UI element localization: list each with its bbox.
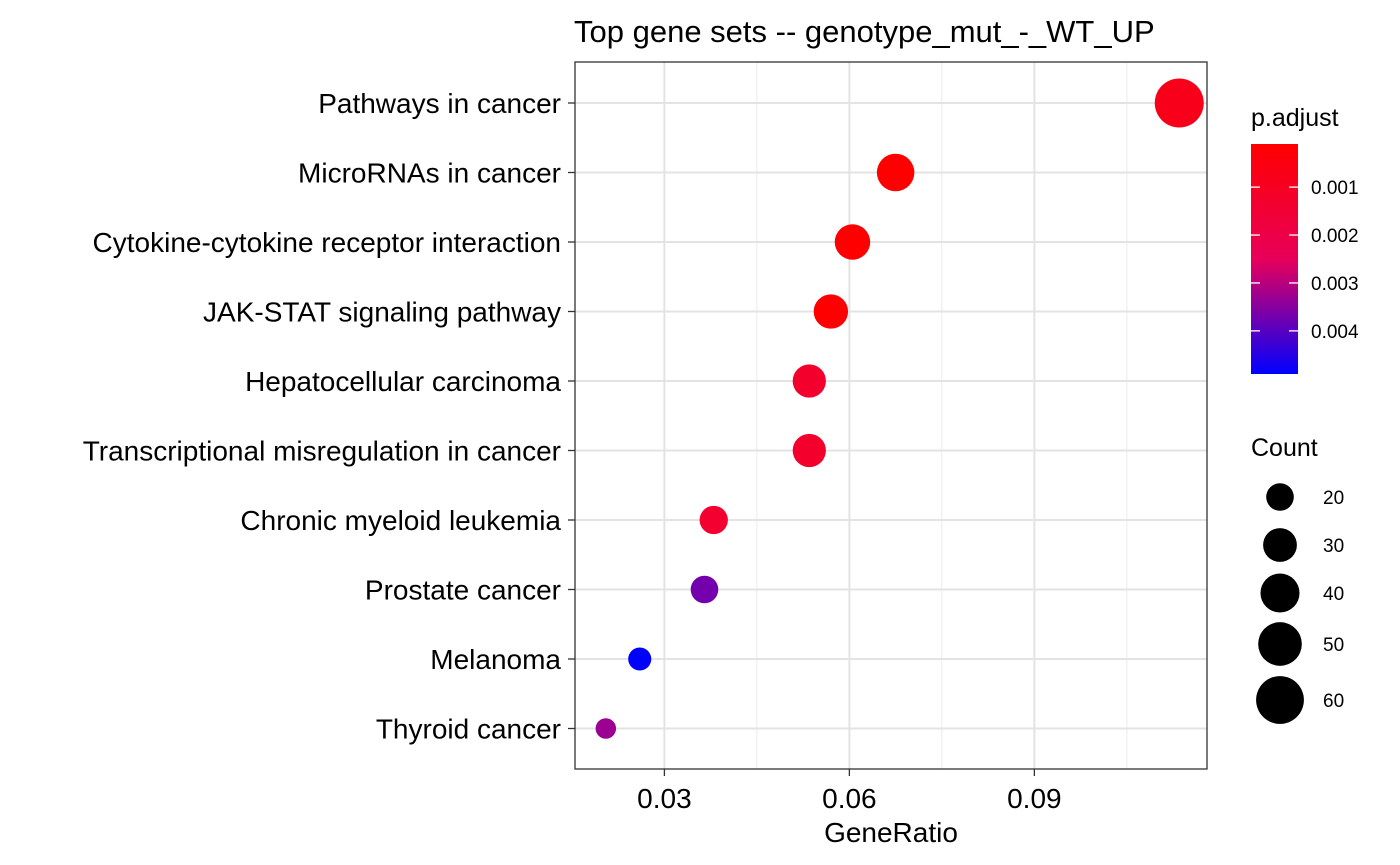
size-legend-label: 50 (1323, 635, 1344, 656)
size-legend-label: 30 (1323, 536, 1344, 557)
x-axis-title: GeneRatio (824, 817, 958, 848)
category-label: Prostate cancer (365, 575, 561, 606)
category-label: Transcriptional misregulation in cancer (83, 436, 561, 467)
x-tick-label: 0.06 (822, 783, 877, 814)
size-legend-items: 20 30 40 50 60 (1256, 483, 1344, 724)
category-label: Cytokine-cytokine receptor interaction (93, 227, 561, 258)
data-point (628, 647, 652, 671)
size-legend-key (1256, 676, 1304, 724)
category-label: JAK-STAT signaling pathway (203, 297, 561, 328)
size-legend-key (1258, 622, 1302, 666)
size-legend: Count 20 30 40 50 60 (1251, 434, 1344, 724)
size-legend-key (1266, 483, 1294, 511)
category-label: Melanoma (430, 644, 561, 675)
size-legend-label: 20 (1323, 488, 1344, 509)
x-axis: 0.03 0.06 0.09 (637, 769, 1062, 814)
colorbar-tick-label: 0.001 (1311, 178, 1359, 199)
size-legend-title: Count (1251, 434, 1318, 462)
data-point (813, 294, 849, 329)
category-label: Pathways in cancer (318, 88, 561, 119)
size-legend-label: 40 (1323, 584, 1344, 605)
x-tick-label: 0.09 (1007, 783, 1062, 814)
color-legend-title: p.adjust (1251, 104, 1339, 132)
x-tick-label: 0.03 (637, 783, 692, 814)
category-label: MicroRNAs in cancer (298, 158, 561, 189)
color-legend-bar (1251, 144, 1298, 374)
colorbar-tick-label: 0.002 (1311, 226, 1359, 247)
data-point (595, 718, 617, 739)
data-point (1154, 78, 1204, 128)
grid-lines (575, 62, 1207, 769)
category-label: Chronic myeloid leukemia (240, 505, 561, 536)
data-point (876, 153, 915, 192)
category-label: Thyroid cancer (376, 714, 561, 745)
data-point (699, 505, 728, 535)
data-point (792, 433, 826, 468)
size-legend-key (1263, 528, 1297, 562)
category-labels: Pathways in cancer MicroRNAs in cancer Cyt… (83, 88, 575, 745)
size-legend-key (1260, 573, 1300, 613)
colorbar-tick-label: 0.003 (1311, 274, 1359, 295)
data-point (690, 575, 719, 604)
chart-title: Top gene sets -- genotype_mut_-_WT_UP (574, 14, 1155, 49)
data-points (595, 78, 1204, 739)
category-label: Hepatocellular carcinoma (245, 366, 561, 397)
plot-border (574, 61, 1208, 770)
data-point (792, 364, 826, 398)
color-legend-ticks: 0.001 0.002 0.003 0.004 (1251, 178, 1359, 343)
colorbar-tick-label: 0.004 (1311, 322, 1359, 343)
size-legend-label: 60 (1323, 691, 1344, 712)
data-point (834, 224, 871, 260)
color-legend: p.adjust 0.001 0.002 0.003 0.004 (1251, 104, 1359, 374)
